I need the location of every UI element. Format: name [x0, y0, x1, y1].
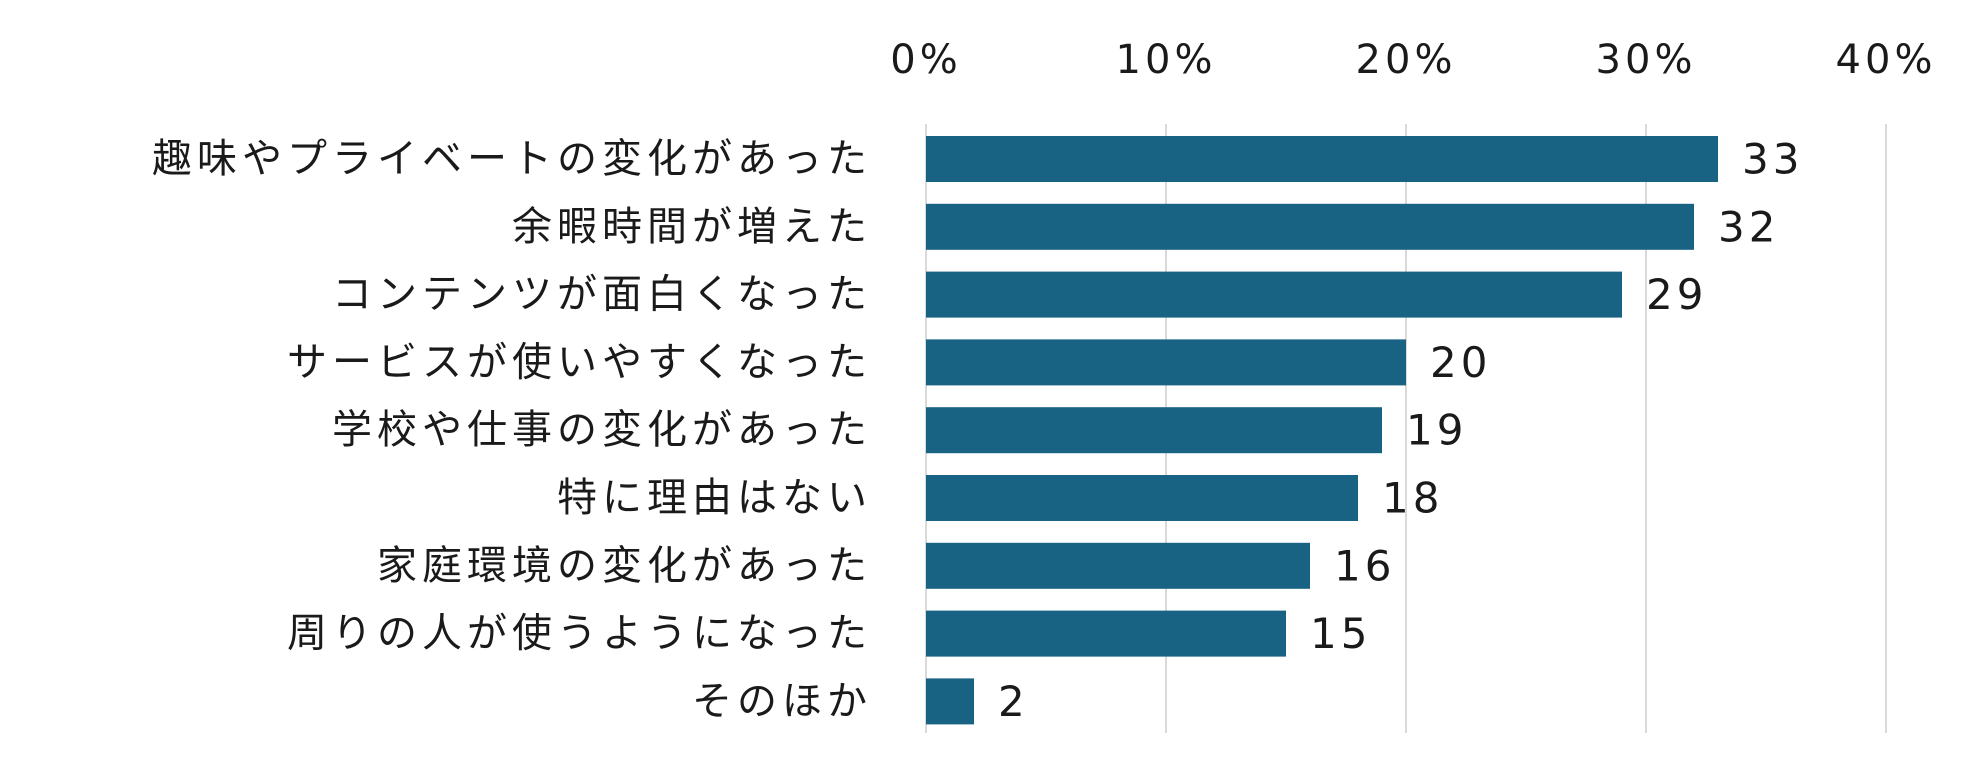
category-label: 学校や仕事の変化があった: [332, 407, 872, 453]
data-label: 29: [1646, 270, 1707, 319]
category-label: 家庭環境の変化があった: [377, 543, 872, 589]
data-label: 33: [1742, 135, 1803, 184]
x-tick-label: 40%: [1836, 37, 1937, 83]
bar: [926, 136, 1718, 182]
category-label: サービスが使いやすくなった: [287, 339, 872, 385]
category-label: 特に理由はない: [557, 475, 872, 521]
category-label: そのほか: [692, 678, 872, 724]
bar: [926, 271, 1622, 318]
bar: [926, 203, 1694, 250]
data-label: 32: [1718, 202, 1779, 251]
x-tick-label: 10%: [1116, 37, 1217, 83]
category-labels: 趣味やプライベートの変化があった余暇時間が増えたコンテンツが面白くなったサービス…: [152, 136, 872, 724]
data-label: 18: [1382, 474, 1443, 523]
category-label: 余暇時間が増えた: [512, 204, 872, 250]
data-label: 16: [1334, 541, 1395, 590]
x-tick-label: 20%: [1356, 37, 1457, 83]
bars: [926, 136, 1718, 725]
data-label: 15: [1310, 609, 1371, 658]
data-label: 19: [1406, 406, 1467, 455]
category-label: 周りの人が使うようになった: [287, 611, 872, 657]
category-label: 趣味やプライベートの変化があった: [152, 136, 872, 182]
bar: [926, 610, 1286, 657]
category-label: コンテンツが面白くなった: [332, 272, 872, 318]
data-label: 2: [998, 677, 1029, 726]
x-axis-tick-labels: 0% 10% 20% 30% 40%: [890, 37, 1937, 83]
x-tick-label: 30%: [1596, 37, 1697, 83]
x-tick-label: 0%: [890, 37, 961, 83]
bar: [926, 475, 1358, 521]
bar: [926, 542, 1310, 589]
bar: [926, 678, 974, 725]
bar: [926, 407, 1382, 454]
data-label: 20: [1430, 338, 1491, 387]
bar: [926, 339, 1406, 386]
